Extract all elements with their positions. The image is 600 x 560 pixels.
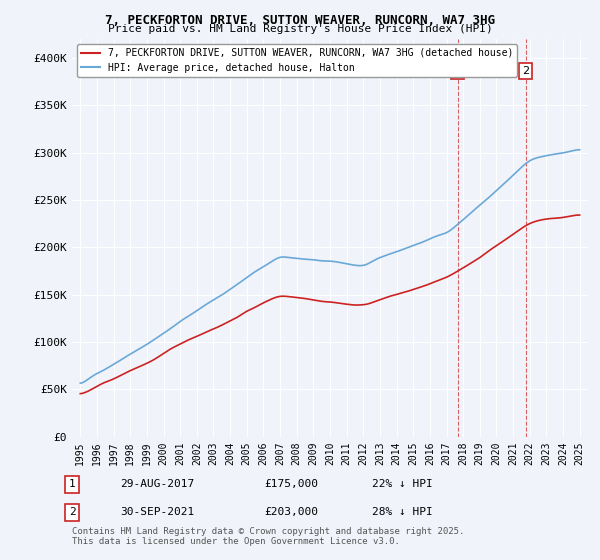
Text: 30-SEP-2021: 30-SEP-2021 (120, 507, 194, 517)
Text: 1: 1 (454, 66, 461, 76)
Text: 1: 1 (68, 479, 76, 489)
Text: £203,000: £203,000 (264, 507, 318, 517)
Text: 28% ↓ HPI: 28% ↓ HPI (372, 507, 433, 517)
Text: 29-AUG-2017: 29-AUG-2017 (120, 479, 194, 489)
Legend: 7, PECKFORTON DRIVE, SUTTON WEAVER, RUNCORN, WA7 3HG (detached house), HPI: Aver: 7, PECKFORTON DRIVE, SUTTON WEAVER, RUNC… (77, 44, 517, 77)
Text: 22% ↓ HPI: 22% ↓ HPI (372, 479, 433, 489)
Text: 7, PECKFORTON DRIVE, SUTTON WEAVER, RUNCORN, WA7 3HG: 7, PECKFORTON DRIVE, SUTTON WEAVER, RUNC… (105, 14, 495, 27)
Text: 2: 2 (522, 66, 529, 76)
Text: Contains HM Land Registry data © Crown copyright and database right 2025.
This d: Contains HM Land Registry data © Crown c… (72, 526, 464, 546)
Text: £175,000: £175,000 (264, 479, 318, 489)
Text: Price paid vs. HM Land Registry's House Price Index (HPI): Price paid vs. HM Land Registry's House … (107, 24, 493, 34)
Text: 2: 2 (68, 507, 76, 517)
